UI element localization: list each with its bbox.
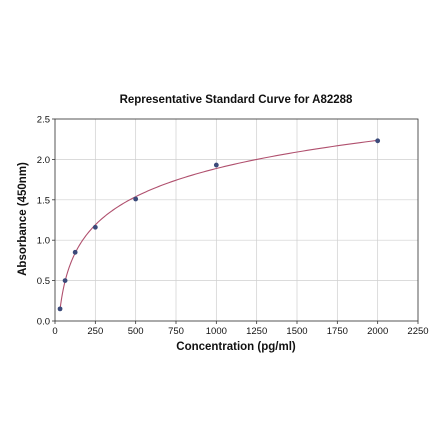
y-tick-label: 0.5 bbox=[37, 276, 50, 287]
data-point bbox=[62, 278, 68, 283]
y-tick-label: 2.5 bbox=[37, 115, 50, 126]
grid-lines bbox=[54, 118, 419, 322]
x-tick-label: 2250 bbox=[407, 326, 428, 337]
x-tick-label: 1000 bbox=[206, 326, 227, 337]
y-tick-label: 1.0 bbox=[37, 236, 50, 247]
y-tick-label: 1.5 bbox=[37, 195, 50, 206]
x-tick-label: 1250 bbox=[246, 326, 267, 337]
data-point bbox=[92, 224, 98, 230]
x-tick-label: 1500 bbox=[286, 326, 307, 337]
x-tick-label: 250 bbox=[87, 326, 103, 337]
data-point bbox=[375, 138, 381, 144]
x-tick-label: 0 bbox=[52, 326, 57, 337]
data-point bbox=[213, 162, 219, 168]
x-tick-label: 750 bbox=[168, 326, 184, 337]
y-tick-label: 2.0 bbox=[37, 155, 50, 166]
x-tick-label: 1750 bbox=[327, 326, 348, 337]
chart-title: Representative Standard Curve for A82288 bbox=[120, 94, 353, 106]
x-axis-title: Concentration (pg/ml) bbox=[176, 341, 296, 353]
y-axis: 0.0 0.5 1.0 1.5 2.0 2.5 bbox=[37, 115, 55, 328]
y-tick-label: 0.0 bbox=[37, 317, 50, 328]
x-axis: 0 250 500 750 1000 1250 1500 1750 2000 2250 bbox=[52, 321, 429, 337]
x-tick-label: 500 bbox=[128, 326, 144, 337]
y-axis-title: Absorbance (450nm) bbox=[17, 162, 29, 276]
data-point bbox=[57, 306, 63, 312]
data-points bbox=[57, 138, 381, 312]
plot-frame bbox=[54, 118, 419, 322]
fit-curve-layer bbox=[59, 139, 378, 310]
data-point bbox=[133, 196, 139, 202]
x-tick-label: 2000 bbox=[367, 326, 388, 337]
data-point bbox=[72, 249, 78, 255]
fit-curve bbox=[59, 139, 378, 310]
